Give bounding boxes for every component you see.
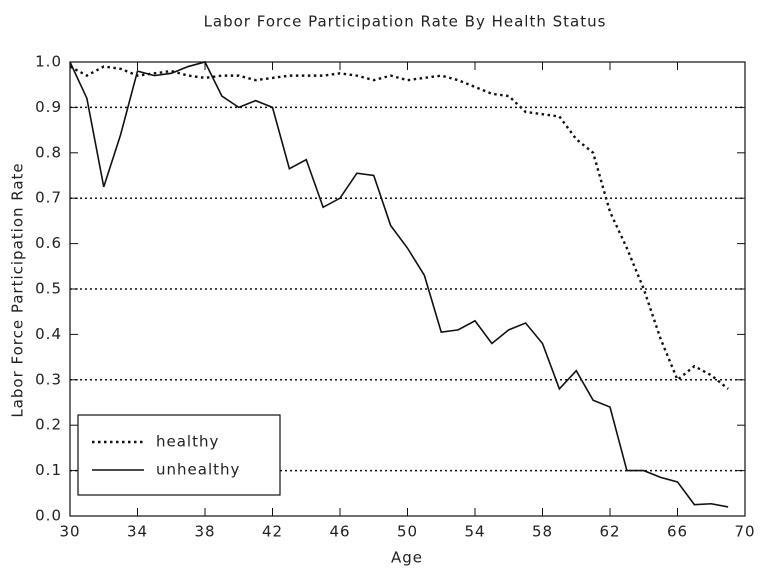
y-tick-label: 1.0 <box>35 53 62 71</box>
x-tick-label: 30 <box>59 523 80 541</box>
x-tick-label: 34 <box>127 523 148 541</box>
y-tick-label: 0.9 <box>35 98 62 116</box>
x-tick-label: 42 <box>262 523 283 541</box>
x-axis-label: Age <box>391 549 423 567</box>
x-tick-label: 66 <box>667 523 688 541</box>
y-tick-label: 0.0 <box>35 507 62 525</box>
x-tick-label: 70 <box>734 523 755 541</box>
y-tick-label: 0.4 <box>35 325 62 343</box>
legend-label: healthy <box>156 433 219 451</box>
data-line <box>69 61 729 508</box>
x-tick-label: 62 <box>599 523 620 541</box>
legend-label: unhealthy <box>156 461 240 479</box>
x-tick-label: 46 <box>329 523 350 541</box>
x-tick-label: 54 <box>464 523 485 541</box>
y-tick-label: 0.1 <box>35 461 62 479</box>
y-tick-label: 0.6 <box>35 234 62 252</box>
chart-title: Labor Force Participation Rate By Health… <box>204 13 607 31</box>
y-tick-label: 0.2 <box>35 416 62 434</box>
y-tick-label: 0.3 <box>35 370 62 388</box>
x-tick-label: 58 <box>532 523 553 541</box>
data-line <box>69 65 729 390</box>
y-axis-label: Labor Force Participation Rate <box>9 162 27 417</box>
x-tick-label: 38 <box>194 523 215 541</box>
y-tick-label: 0.8 <box>35 143 62 161</box>
x-tick-label: 50 <box>397 523 418 541</box>
legend-box <box>77 414 281 496</box>
y-tick-label: 0.7 <box>35 189 62 207</box>
y-tick-label: 0.5 <box>35 280 62 298</box>
